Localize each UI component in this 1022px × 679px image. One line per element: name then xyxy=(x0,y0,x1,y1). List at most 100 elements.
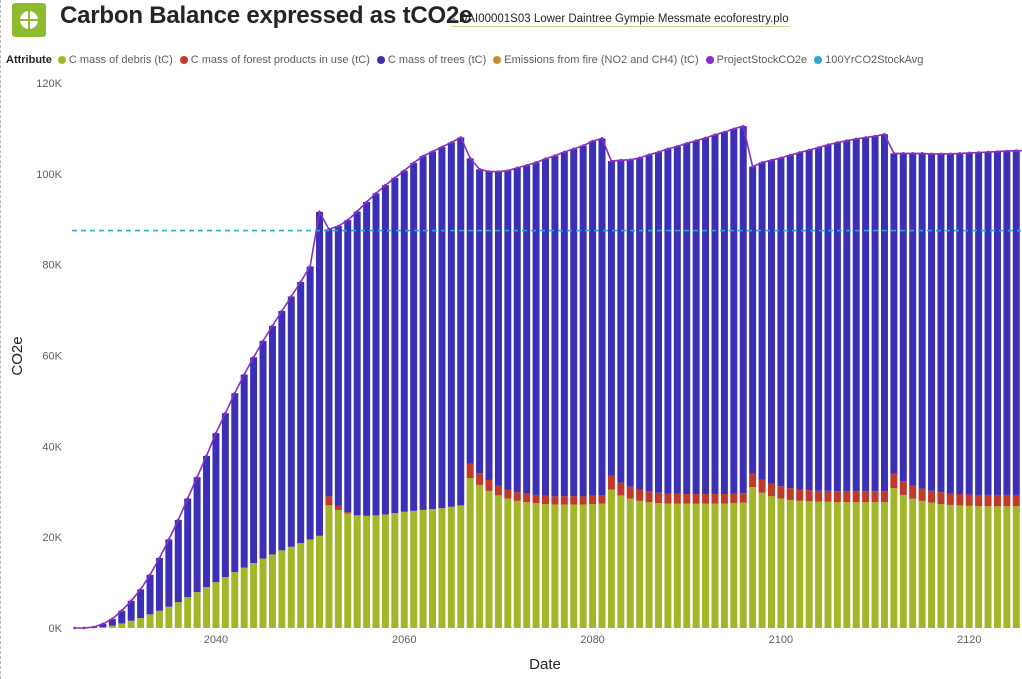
legend-item-debris[interactable]: C mass of debris (tC) xyxy=(57,54,173,66)
bar-segment-trees xyxy=(768,160,775,484)
legend-item-100yr-avg[interactable]: 100YrCO2StockAvg xyxy=(814,54,923,66)
bar-segment-trees xyxy=(250,357,258,564)
bar-segment-products xyxy=(1012,494,1020,507)
bar-segment-products xyxy=(636,489,644,501)
project-stock-point xyxy=(365,200,368,204)
bar-segment-debris xyxy=(99,627,107,628)
project-stock-point xyxy=(986,150,990,154)
bar-segment-products xyxy=(466,463,474,479)
bar-segment-products xyxy=(749,473,757,488)
bar-segment-trees xyxy=(918,153,926,489)
bar-segment-trees xyxy=(636,157,644,490)
project-stock-point xyxy=(337,224,340,228)
legend-label-100yr-avg: 100YrCO2StockAvg xyxy=(825,54,924,66)
bar-segment-trees xyxy=(174,519,182,603)
bar-segment-trees xyxy=(532,162,540,495)
bar-segment-debris xyxy=(683,503,691,628)
bar-segment-trees xyxy=(843,140,851,492)
bar-segment-products xyxy=(570,496,578,505)
bar-segment-trees xyxy=(579,145,587,497)
legend-item-forest-products[interactable]: C mass of forest products in use (tC) xyxy=(179,54,370,66)
project-stock-point xyxy=(619,158,623,162)
y-axis-title: CO2e xyxy=(9,336,26,375)
project-stock-point xyxy=(346,218,350,222)
project-stock-point xyxy=(421,154,425,158)
bar-segment-trees xyxy=(391,177,399,514)
bar-segment-debris xyxy=(297,543,305,628)
bar-segment-trees xyxy=(155,558,163,611)
bar-segment-debris xyxy=(231,572,239,628)
bar-segment-trees xyxy=(504,170,512,490)
header: Carbon Balance expressed as tCO2e - DAI0… xyxy=(0,0,1022,42)
bar-segment-trees xyxy=(655,152,662,493)
bar-group[interactable] xyxy=(90,126,1022,629)
bar-segment-debris xyxy=(429,509,436,628)
project-stock-point xyxy=(694,139,698,143)
project-stock-point xyxy=(308,265,312,268)
legend-item-project-stock[interactable]: ProjectStockCO2e xyxy=(705,54,807,66)
project-stock-point xyxy=(958,152,962,155)
project-stock-point xyxy=(393,176,397,180)
bar-segment-debris xyxy=(993,506,1001,628)
bar-segment-products xyxy=(476,473,484,485)
bar-segment-trees xyxy=(711,134,719,495)
project-stock-point xyxy=(798,151,802,154)
chart-title: Carbon Balance expressed as tCO2e xyxy=(60,2,473,29)
project-stock-point xyxy=(318,210,321,214)
project-stock-point xyxy=(883,132,886,136)
bar-segment-debris xyxy=(720,503,728,628)
bar-segment-products xyxy=(993,494,1001,507)
bar-segment-debris xyxy=(316,535,324,628)
bar-segment-products xyxy=(928,490,936,503)
bar-segment-debris xyxy=(626,498,634,628)
project-stock-point xyxy=(299,280,303,284)
bar-segment-debris xyxy=(137,618,145,628)
bar-segment-debris xyxy=(221,577,229,628)
project-stock-point xyxy=(892,152,896,155)
bar-segment-debris xyxy=(852,502,860,628)
project-stock-point xyxy=(760,161,764,164)
project-stock-point xyxy=(534,161,538,164)
project-stock-point xyxy=(553,154,557,158)
bar-segment-trees xyxy=(673,146,681,494)
legend-item-trees[interactable]: C mass of trees (tC) xyxy=(376,54,486,66)
project-stock-point xyxy=(562,150,566,154)
bar-segment-trees xyxy=(494,171,502,486)
project-stock-point xyxy=(158,556,161,560)
project-stock-point xyxy=(402,169,406,173)
project-stock-point xyxy=(233,391,237,395)
project-stock-point xyxy=(214,431,218,435)
bar-segment-debris xyxy=(937,504,945,628)
x-axis: 2040 2060 2080 2100 2120 xyxy=(204,634,982,646)
bar-segment-debris xyxy=(899,494,907,628)
bar-segment-debris xyxy=(165,606,173,628)
legend-dot-debris xyxy=(57,56,66,64)
y-axis: 0K 20K 40K 60K 80K 100K 120K xyxy=(36,78,62,635)
project-stock-point xyxy=(911,152,915,155)
project-stock-point xyxy=(252,355,256,359)
project-stock-point xyxy=(111,617,114,621)
bar-segment-trees xyxy=(457,137,465,506)
project-stock-point xyxy=(374,192,378,195)
project-stock-point xyxy=(920,152,924,155)
bar-segment-debris xyxy=(344,513,352,628)
x-tick-label: 2040 xyxy=(204,634,228,646)
project-stock-point xyxy=(468,157,472,160)
bar-segment-debris xyxy=(824,501,832,628)
project-stock-point xyxy=(271,324,274,328)
chart-subtitle[interactable]: - DAI00001S03 Lower Daintree Gympie Mess… xyxy=(452,13,789,27)
bar-segment-trees xyxy=(372,193,380,516)
bar-segment-products xyxy=(683,494,691,504)
bar-segment-debris xyxy=(815,501,823,628)
bar-segment-debris xyxy=(240,567,248,628)
bar-segment-products xyxy=(617,482,625,496)
bar-segment-debris xyxy=(909,498,917,628)
project-stock-point xyxy=(638,156,642,160)
bar-segment-trees xyxy=(523,165,531,494)
bar-segment-debris xyxy=(268,554,276,628)
bar-segment-debris xyxy=(928,502,936,628)
legend-item-fire[interactable]: Emissions from fire (NO2 and CH4) (tC) xyxy=(493,54,699,66)
project-stock-point xyxy=(412,161,416,165)
bar-segment-debris xyxy=(523,502,531,628)
bar-segment-debris xyxy=(749,487,757,628)
